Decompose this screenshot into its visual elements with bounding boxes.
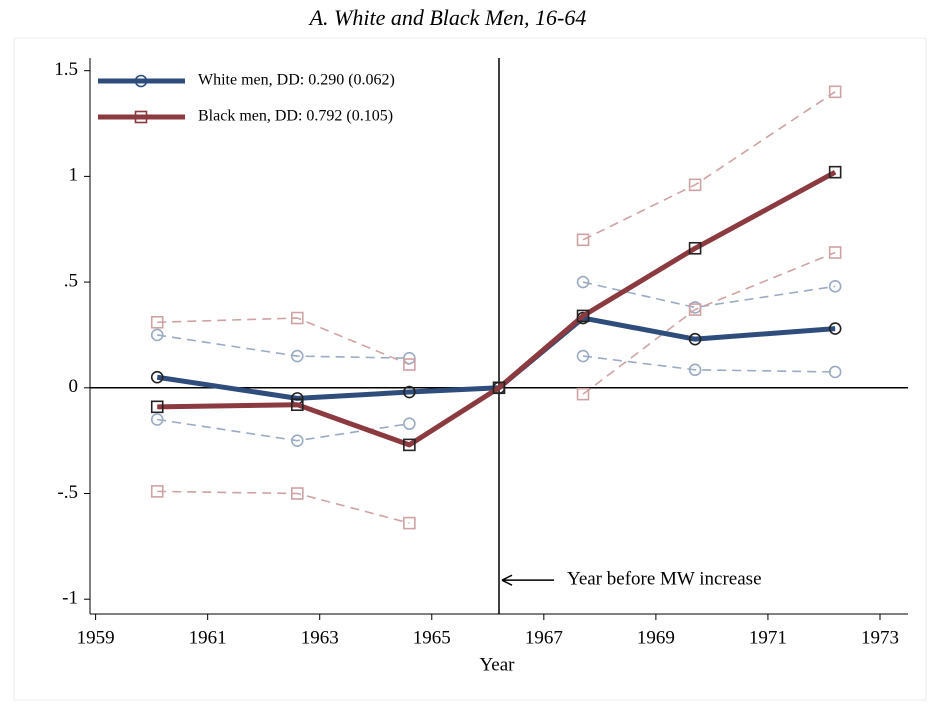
point (688, 241, 702, 255)
x-axis-label: Year (479, 654, 515, 675)
legend-marker (134, 110, 148, 124)
legend-label: White men, DD: 0.290 (0.062) (198, 72, 395, 89)
point (576, 309, 590, 323)
series-line (156, 315, 836, 401)
x-tick-label: 1959 (77, 627, 115, 648)
point (688, 332, 702, 346)
point (403, 516, 416, 530)
point (150, 400, 164, 414)
point (150, 315, 164, 329)
series-line (157, 169, 837, 448)
point (828, 85, 842, 99)
x-tick-label: 1961 (189, 627, 227, 648)
x-tick-label: 1969 (637, 627, 675, 648)
chart-title: A. White and Black Men, 16-64 (308, 5, 587, 30)
point (150, 370, 164, 384)
point (403, 438, 416, 452)
y-tick-label: 1 (69, 165, 79, 186)
point (576, 349, 590, 363)
frame (13, 37, 927, 701)
ci-line (157, 251, 836, 524)
point (828, 280, 842, 293)
y-tick-label: 1.5 (54, 59, 78, 80)
point (403, 351, 416, 365)
point (828, 246, 842, 259)
x-tick-label: 1973 (861, 627, 899, 648)
point (828, 322, 842, 335)
point (576, 387, 590, 401)
point (291, 434, 304, 447)
annotation-arrowhead (501, 574, 513, 586)
point (688, 178, 702, 192)
x-tick-label: 1965 (413, 627, 451, 648)
y-tick-label: -.5 (57, 482, 78, 503)
point (291, 349, 304, 363)
ci-line (157, 91, 836, 366)
point (576, 233, 590, 247)
point (291, 398, 304, 412)
point (150, 328, 164, 342)
y-tick-label: .5 (64, 270, 78, 291)
point (150, 485, 164, 498)
point (828, 165, 842, 179)
point (492, 381, 506, 395)
legend-marker (134, 74, 148, 88)
x-tick-label: 1967 (525, 627, 563, 648)
point (688, 303, 702, 316)
point (403, 358, 416, 371)
point (688, 363, 702, 377)
point (828, 365, 842, 379)
annotation: Year before MW increase (567, 569, 762, 590)
point (291, 487, 304, 500)
point (403, 417, 416, 431)
ci-line (157, 355, 836, 442)
point (403, 385, 416, 399)
legend-label: Black men, DD: 0.792 (0.105) (198, 108, 393, 125)
point (576, 275, 590, 289)
y-tick-label: -1 (62, 588, 78, 609)
x-tick-label: 1971 (749, 627, 787, 648)
point (291, 311, 304, 325)
y-tick-label: 0 (69, 376, 79, 397)
x-tick-label: 1963 (301, 627, 339, 648)
point (150, 413, 164, 426)
